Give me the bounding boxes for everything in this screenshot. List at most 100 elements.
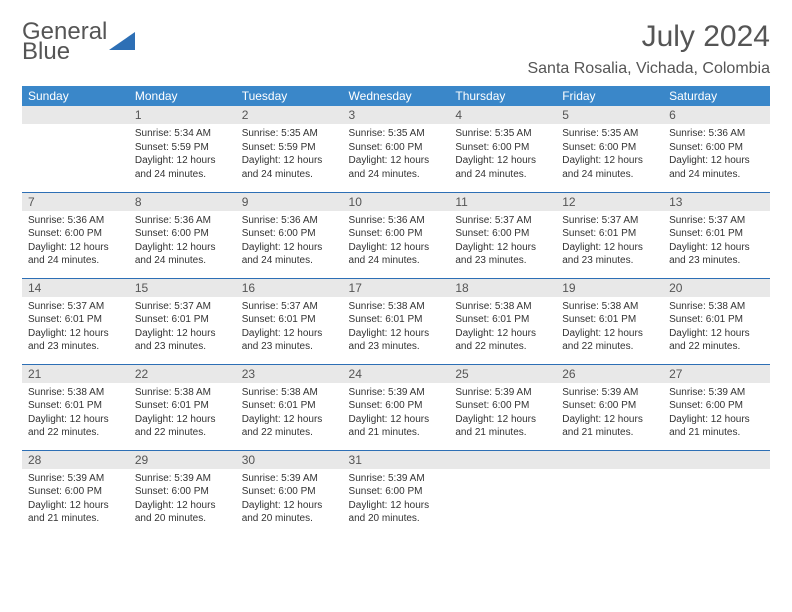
day-number: 24 xyxy=(343,365,450,383)
day-number-empty xyxy=(22,106,129,124)
calendar-cell: 25Sunrise: 5:39 AMSunset: 6:00 PMDayligh… xyxy=(449,364,556,450)
day-body: Sunrise: 5:37 AMSunset: 6:01 PMDaylight:… xyxy=(236,297,343,357)
month-title: July 2024 xyxy=(527,20,770,54)
day-body: Sunrise: 5:39 AMSunset: 6:00 PMDaylight:… xyxy=(556,383,663,443)
daylight-line: Daylight: 12 hours and 24 minutes. xyxy=(669,154,764,181)
daylight-line: Daylight: 12 hours and 24 minutes. xyxy=(349,241,444,268)
sunrise-line: Sunrise: 5:35 AM xyxy=(349,127,444,141)
sunset-line: Sunset: 6:00 PM xyxy=(349,399,444,413)
calendar-cell: 24Sunrise: 5:39 AMSunset: 6:00 PMDayligh… xyxy=(343,364,450,450)
sunset-line: Sunset: 5:59 PM xyxy=(242,141,337,155)
day-number: 26 xyxy=(556,365,663,383)
sunset-line: Sunset: 6:00 PM xyxy=(349,141,444,155)
day-number: 18 xyxy=(449,279,556,297)
day-body: Sunrise: 5:35 AMSunset: 6:00 PMDaylight:… xyxy=(343,124,450,184)
day-number: 21 xyxy=(22,365,129,383)
day-body: Sunrise: 5:38 AMSunset: 6:01 PMDaylight:… xyxy=(663,297,770,357)
daylight-line: Daylight: 12 hours and 20 minutes. xyxy=(242,499,337,526)
day-number: 3 xyxy=(343,106,450,124)
calendar-cell: 26Sunrise: 5:39 AMSunset: 6:00 PMDayligh… xyxy=(556,364,663,450)
day-body: Sunrise: 5:37 AMSunset: 6:01 PMDaylight:… xyxy=(22,297,129,357)
sunset-line: Sunset: 6:01 PM xyxy=(28,313,123,327)
daylight-line: Daylight: 12 hours and 23 minutes. xyxy=(562,241,657,268)
day-body: Sunrise: 5:37 AMSunset: 6:01 PMDaylight:… xyxy=(663,211,770,271)
calendar-cell: 20Sunrise: 5:38 AMSunset: 6:01 PMDayligh… xyxy=(663,278,770,364)
sunrise-line: Sunrise: 5:35 AM xyxy=(455,127,550,141)
title-block: July 2024 Santa Rosalia, Vichada, Colomb… xyxy=(527,20,770,78)
sunset-line: Sunset: 6:00 PM xyxy=(669,141,764,155)
sunset-line: Sunset: 6:01 PM xyxy=(135,313,230,327)
sunset-line: Sunset: 6:00 PM xyxy=(455,399,550,413)
calendar-cell: 11Sunrise: 5:37 AMSunset: 6:00 PMDayligh… xyxy=(449,192,556,278)
day-body: Sunrise: 5:36 AMSunset: 6:00 PMDaylight:… xyxy=(343,211,450,271)
sunset-line: Sunset: 6:01 PM xyxy=(562,227,657,241)
day-number: 1 xyxy=(129,106,236,124)
daylight-line: Daylight: 12 hours and 24 minutes. xyxy=(562,154,657,181)
day-body: Sunrise: 5:37 AMSunset: 6:00 PMDaylight:… xyxy=(449,211,556,271)
day-number: 2 xyxy=(236,106,343,124)
daylight-line: Daylight: 12 hours and 21 minutes. xyxy=(455,413,550,440)
calendar-cell: 5Sunrise: 5:35 AMSunset: 6:00 PMDaylight… xyxy=(556,106,663,192)
sunset-line: Sunset: 6:00 PM xyxy=(455,141,550,155)
day-number: 19 xyxy=(556,279,663,297)
daylight-line: Daylight: 12 hours and 22 minutes. xyxy=(669,327,764,354)
day-body: Sunrise: 5:35 AMSunset: 5:59 PMDaylight:… xyxy=(236,124,343,184)
sunrise-line: Sunrise: 5:37 AM xyxy=(242,300,337,314)
day-number: 14 xyxy=(22,279,129,297)
calendar-cell: 23Sunrise: 5:38 AMSunset: 6:01 PMDayligh… xyxy=(236,364,343,450)
daylight-line: Daylight: 12 hours and 23 minutes. xyxy=(349,327,444,354)
day-body: Sunrise: 5:37 AMSunset: 6:01 PMDaylight:… xyxy=(556,211,663,271)
day-number: 15 xyxy=(129,279,236,297)
sunset-line: Sunset: 6:01 PM xyxy=(455,313,550,327)
day-number: 30 xyxy=(236,451,343,469)
calendar-cell: 28Sunrise: 5:39 AMSunset: 6:00 PMDayligh… xyxy=(22,450,129,536)
daylight-line: Daylight: 12 hours and 23 minutes. xyxy=(455,241,550,268)
day-body: Sunrise: 5:39 AMSunset: 6:00 PMDaylight:… xyxy=(343,469,450,529)
day-body: Sunrise: 5:38 AMSunset: 6:01 PMDaylight:… xyxy=(556,297,663,357)
calendar-table: SundayMondayTuesdayWednesdayThursdayFrid… xyxy=(22,86,770,536)
day-number: 4 xyxy=(449,106,556,124)
logo: General Blue xyxy=(22,20,135,64)
day-number: 7 xyxy=(22,193,129,211)
calendar-cell: 12Sunrise: 5:37 AMSunset: 6:01 PMDayligh… xyxy=(556,192,663,278)
weekday-header: Monday xyxy=(129,86,236,106)
sunrise-line: Sunrise: 5:38 AM xyxy=(562,300,657,314)
sunset-line: Sunset: 6:00 PM xyxy=(242,227,337,241)
weekday-header: Wednesday xyxy=(343,86,450,106)
daylight-line: Daylight: 12 hours and 22 minutes. xyxy=(455,327,550,354)
day-number: 31 xyxy=(343,451,450,469)
calendar-cell: 10Sunrise: 5:36 AMSunset: 6:00 PMDayligh… xyxy=(343,192,450,278)
calendar-cell: 29Sunrise: 5:39 AMSunset: 6:00 PMDayligh… xyxy=(129,450,236,536)
sunrise-line: Sunrise: 5:36 AM xyxy=(28,214,123,228)
calendar-cell xyxy=(22,106,129,192)
sunset-line: Sunset: 6:00 PM xyxy=(28,485,123,499)
weekday-header: Sunday xyxy=(22,86,129,106)
daylight-line: Daylight: 12 hours and 24 minutes. xyxy=(455,154,550,181)
calendar-cell: 1Sunrise: 5:34 AMSunset: 5:59 PMDaylight… xyxy=(129,106,236,192)
sunrise-line: Sunrise: 5:34 AM xyxy=(135,127,230,141)
location: Santa Rosalia, Vichada, Colombia xyxy=(527,60,770,78)
day-body: Sunrise: 5:38 AMSunset: 6:01 PMDaylight:… xyxy=(343,297,450,357)
day-number-empty xyxy=(449,451,556,469)
day-body: Sunrise: 5:38 AMSunset: 6:01 PMDaylight:… xyxy=(129,383,236,443)
logo-triangle-icon xyxy=(109,32,135,52)
sunset-line: Sunset: 6:01 PM xyxy=(562,313,657,327)
day-number: 27 xyxy=(663,365,770,383)
day-number-empty xyxy=(663,451,770,469)
sunrise-line: Sunrise: 5:39 AM xyxy=(669,386,764,400)
daylight-line: Daylight: 12 hours and 23 minutes. xyxy=(28,327,123,354)
daylight-line: Daylight: 12 hours and 23 minutes. xyxy=(669,241,764,268)
daylight-line: Daylight: 12 hours and 21 minutes. xyxy=(349,413,444,440)
calendar-cell xyxy=(556,450,663,536)
day-number: 17 xyxy=(343,279,450,297)
day-body: Sunrise: 5:36 AMSunset: 6:00 PMDaylight:… xyxy=(22,211,129,271)
sunset-line: Sunset: 5:59 PM xyxy=(135,141,230,155)
calendar-cell: 16Sunrise: 5:37 AMSunset: 6:01 PMDayligh… xyxy=(236,278,343,364)
day-number: 9 xyxy=(236,193,343,211)
day-body: Sunrise: 5:34 AMSunset: 5:59 PMDaylight:… xyxy=(129,124,236,184)
sunset-line: Sunset: 6:00 PM xyxy=(135,227,230,241)
day-body: Sunrise: 5:35 AMSunset: 6:00 PMDaylight:… xyxy=(556,124,663,184)
calendar-cell: 14Sunrise: 5:37 AMSunset: 6:01 PMDayligh… xyxy=(22,278,129,364)
day-body: Sunrise: 5:39 AMSunset: 6:00 PMDaylight:… xyxy=(449,383,556,443)
day-number: 8 xyxy=(129,193,236,211)
